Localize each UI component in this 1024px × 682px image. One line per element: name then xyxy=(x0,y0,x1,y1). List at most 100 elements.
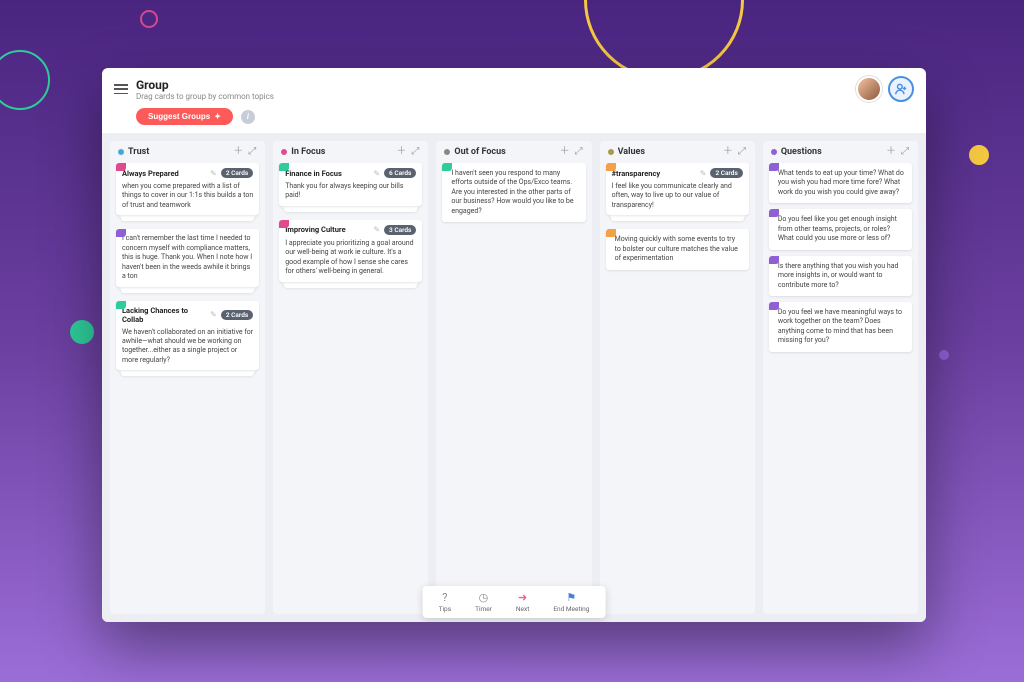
edit-icon[interactable]: ✎ xyxy=(700,169,707,178)
column-header: Out of Focus＋⤢ xyxy=(436,141,591,163)
expand-icon[interactable]: ⤢ xyxy=(410,147,420,157)
card-body: Do you feel like you get enough insight … xyxy=(778,215,905,243)
group-name: Improving Culture xyxy=(285,225,369,234)
board-column: Values ＋ ⤢ #transparency✎2 CardsI feel like… xyxy=(600,141,755,614)
edit-icon[interactable]: ✎ xyxy=(210,169,217,178)
info-icon[interactable]: i xyxy=(241,110,255,124)
edit-icon[interactable]: ✎ xyxy=(373,225,380,234)
tips-label: Tips xyxy=(439,605,451,613)
column-header: Trust＋⤢ xyxy=(110,141,265,163)
add-card-icon[interactable]: ＋ xyxy=(886,147,896,157)
app-window: Group Drag cards to group by common topi… xyxy=(102,68,926,622)
group-name: Finance in Focus xyxy=(285,169,369,178)
card-count-badge: 2 Cards xyxy=(710,168,742,178)
card[interactable]: I can't remember the last time I needed … xyxy=(116,229,259,286)
title-block: Group Drag cards to group by common topi… xyxy=(136,78,848,101)
edit-icon[interactable]: ✎ xyxy=(210,310,217,319)
expand-icon[interactable]: ⤢ xyxy=(900,147,910,157)
end-label: End Meeting xyxy=(553,605,589,613)
column-header: Questions＋⤢ xyxy=(763,141,918,163)
suggest-groups-label: Suggest Groups xyxy=(148,112,210,121)
suggest-groups-button[interactable]: Suggest Groups ✦ xyxy=(136,108,233,125)
card-group[interactable]: Lacking Chances to Collab✎2 CardsWe have… xyxy=(116,301,259,371)
card[interactable]: Lacking Chances to Collab✎2 CardsWe have… xyxy=(116,301,259,371)
next-button[interactable]: ➜ Next xyxy=(504,589,541,615)
board-column: Questions＋⤢What tends to eat up your tim… xyxy=(763,141,918,614)
column-body: #transparency✎2 CardsI feel like you com… xyxy=(600,163,755,276)
column-color-dot xyxy=(281,149,287,155)
expand-icon[interactable]: ⤢ xyxy=(737,147,747,157)
flag-icon: ⚑ xyxy=(566,591,576,604)
menu-icon[interactable] xyxy=(114,84,128,94)
board-column: In Focus＋⤢Finance in Focus✎6 CardsThank … xyxy=(273,141,428,614)
card-group[interactable]: Always Prepared✎2 Cardswhen you come pre… xyxy=(116,163,259,215)
card-color-tab xyxy=(116,229,126,237)
card-body: I feel like you communicate clearly and … xyxy=(612,182,743,210)
card[interactable]: Is there anything that you wish you had … xyxy=(769,256,912,296)
card-body: Do you feel we have meaningful ways to w… xyxy=(778,308,905,346)
card-color-tab xyxy=(442,163,452,171)
card-body: I can't remember the last time I needed … xyxy=(122,234,253,281)
column-body: Finance in Focus✎6 CardsThank you for al… xyxy=(273,163,428,296)
footer-bar: ? Tips ◷ Timer ➜ Next ⚑ End Meeting xyxy=(423,586,606,618)
expand-icon[interactable]: ⤢ xyxy=(574,147,584,157)
decor-circle xyxy=(939,350,949,360)
card[interactable]: I haven't seen you respond to many effor… xyxy=(442,163,585,222)
next-label: Next xyxy=(516,605,529,613)
card-group[interactable]: Improving Culture✎3 CardsI appreciate yo… xyxy=(279,220,422,282)
card-color-tab xyxy=(116,163,126,171)
column-title: In Focus xyxy=(291,147,392,157)
card[interactable]: Improving Culture✎3 CardsI appreciate yo… xyxy=(279,220,422,282)
page-title: Group xyxy=(136,78,848,92)
card-color-tab xyxy=(279,220,289,228)
card-body: Moving quickly with some events to try t… xyxy=(615,235,742,263)
card[interactable]: Do you feel like you get enough insight … xyxy=(769,209,912,249)
next-icon: ➜ xyxy=(518,591,527,604)
end-meeting-button[interactable]: ⚑ End Meeting xyxy=(541,589,601,615)
card[interactable]: Finance in Focus✎6 CardsThank you for al… xyxy=(279,163,422,206)
card-count-badge: 2 Cards xyxy=(221,310,253,320)
card[interactable]: What tends to eat up your time? What do … xyxy=(769,163,912,203)
expand-icon[interactable]: ⤢ xyxy=(247,147,257,157)
card[interactable]: Do you feel we have meaningful ways to w… xyxy=(769,302,912,352)
decor-circle xyxy=(0,50,50,110)
board: Trust＋⤢Always Prepared✎2 Cardswhen you c… xyxy=(102,133,926,622)
card-count-badge: 6 Cards xyxy=(384,168,416,178)
card-color-tab xyxy=(279,163,289,171)
avatar[interactable] xyxy=(856,76,882,102)
tips-button[interactable]: ? Tips xyxy=(427,589,463,615)
column-color-dot xyxy=(444,149,450,155)
add-user-button[interactable] xyxy=(888,76,914,102)
card[interactable]: Always Prepared✎2 Cardswhen you come pre… xyxy=(116,163,259,215)
timer-button[interactable]: ◷ Timer xyxy=(463,589,504,615)
add-card-icon[interactable]: ＋ xyxy=(396,147,406,157)
page-subtitle: Drag cards to group by common topics xyxy=(136,92,848,101)
card-body: We haven't collaborated on an initiative… xyxy=(122,328,253,366)
add-card-icon[interactable]: ＋ xyxy=(233,147,243,157)
card-color-tab xyxy=(769,209,779,217)
column-title: Values xyxy=(618,147,719,157)
card[interactable]: Moving quickly with some events to try t… xyxy=(606,229,749,269)
add-card-icon[interactable]: ＋ xyxy=(723,147,733,157)
app-header: Group Drag cards to group by common topi… xyxy=(102,68,926,106)
card-body: What tends to eat up your time? What do … xyxy=(778,169,905,197)
column-color-dot xyxy=(771,149,777,155)
column-color-dot xyxy=(608,149,614,155)
card-group[interactable]: #transparency✎2 CardsI feel like you com… xyxy=(606,163,749,215)
board-column: Trust＋⤢Always Prepared✎2 Cardswhen you c… xyxy=(110,141,265,614)
card-color-tab xyxy=(769,256,779,264)
decor-circle xyxy=(140,10,158,28)
timer-label: Timer xyxy=(475,605,492,613)
header-right xyxy=(856,76,914,102)
board-column: Out of Focus＋⤢I haven't seen you respond… xyxy=(436,141,591,614)
card-body: I haven't seen you respond to many effor… xyxy=(451,169,578,216)
card[interactable]: #transparency✎2 CardsI feel like you com… xyxy=(606,163,749,215)
edit-icon[interactable]: ✎ xyxy=(373,169,380,178)
card-group[interactable]: Finance in Focus✎6 CardsThank you for al… xyxy=(279,163,422,206)
timer-icon: ◷ xyxy=(479,591,489,604)
add-card-icon[interactable]: ＋ xyxy=(560,147,570,157)
card-group[interactable]: I can't remember the last time I needed … xyxy=(116,229,259,286)
card-color-tab xyxy=(606,163,616,171)
column-header: Values ＋ ⤢ xyxy=(600,141,755,163)
card-color-tab xyxy=(606,229,616,237)
